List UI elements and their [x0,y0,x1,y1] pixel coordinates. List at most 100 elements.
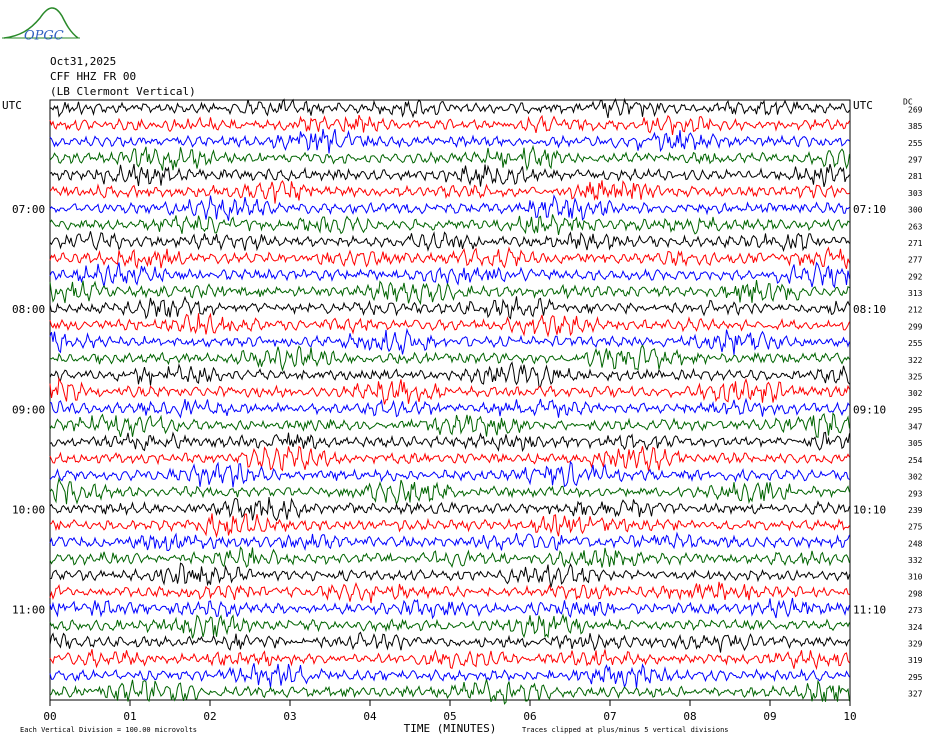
dc-value: 295 [908,673,923,682]
trace [49,361,850,387]
right-time-label: 08:10 [853,303,886,316]
dc-value: 269 [908,106,923,115]
x-tick-label: 09 [763,710,776,723]
trace [49,613,850,639]
dc-value: 271 [908,239,923,248]
x-tick-label: 00 [43,710,56,723]
dc-value: 299 [908,322,923,331]
logo-text: OPGC [24,29,64,44]
trace [49,231,850,253]
x-tick-label: 08 [683,710,696,723]
dc-value: 273 [908,606,923,615]
dc-value: 295 [908,406,923,415]
dc-value: 327 [908,690,923,699]
left-time-label: 09:00 [12,403,45,416]
dc-value: 332 [908,556,923,565]
dc-value: 324 [908,623,923,632]
x-tick-label: 10 [843,710,856,723]
trace [49,312,850,338]
trace [49,97,850,119]
station: CFF HHZ FR 00 [50,70,136,83]
trace [49,597,850,620]
trace [49,431,850,453]
date: Oct31,2025 [50,55,116,68]
x-tick-label: 07 [603,710,616,723]
x-tick-label: 03 [283,710,296,723]
dc-value: 385 [908,122,923,131]
trace [49,327,850,355]
dc-value: 310 [908,573,923,582]
dc-value: 239 [908,506,923,515]
trace [49,663,850,689]
trace [49,531,850,552]
dc-header: DC [903,98,913,107]
trace [49,295,850,320]
x-tick-label: 04 [363,710,377,723]
trace [49,562,850,588]
x-tick-label: 01 [123,710,136,723]
location: (LB Clermont Vertical) [50,85,196,98]
trace [49,460,850,488]
trace [49,261,850,289]
trace [49,344,850,372]
trace [49,246,850,270]
left-time-label: 07:00 [12,203,45,216]
trace [49,163,850,188]
dc-value: 325 [908,372,923,381]
dc-value: 255 [908,339,923,348]
trace [49,280,850,306]
x-tick-label: 05 [443,710,456,723]
dc-value: 254 [908,456,923,465]
trace [49,631,850,653]
dc-value: 302 [908,473,923,482]
trace [49,649,850,671]
trace [49,445,850,472]
dc-value: 319 [908,656,923,665]
dc-value: 255 [908,139,923,148]
dc-value: 297 [908,156,923,165]
dc-value: 347 [908,423,923,432]
right-time-label: UTC [853,99,873,112]
trace [49,128,850,154]
dc-value: 248 [908,539,923,548]
trace [49,114,850,135]
right-time-label: 10:10 [853,503,886,516]
dc-value: 292 [908,272,923,281]
left-time-label: 08:00 [12,303,45,316]
dc-value: 302 [908,389,923,398]
clip-note: Traces clipped at plus/minus 5 vertical … [522,726,729,734]
trace [49,144,850,172]
dc-value: 298 [908,589,923,598]
dc-value: 293 [908,489,923,498]
dc-value: 300 [908,206,923,215]
trace [49,546,850,568]
dc-value: 305 [908,439,923,448]
x-axis-label: TIME (MINUTES) [404,722,497,735]
x-tick-label: 02 [203,710,216,723]
right-time-label: 07:10 [853,203,886,216]
trace [49,497,850,522]
dc-value: 281 [908,172,923,181]
left-time-label: UTC [2,99,22,112]
dc-value: 263 [908,222,923,231]
trace [49,194,850,221]
logo-curve [3,7,79,39]
trace [49,397,850,419]
scale-note: Each Vertical Division = 100.00 microvol… [20,726,197,734]
trace [49,376,850,405]
trace [49,412,850,438]
trace [49,581,850,604]
dc-value: 313 [908,289,923,298]
dc-value: 212 [908,306,923,315]
left-time-label: 10:00 [12,503,45,516]
trace [49,476,850,506]
dc-value: 277 [908,256,923,265]
trace [49,214,850,236]
left-time-label: 11:00 [12,604,45,617]
dc-value: 329 [908,639,923,648]
right-time-label: 11:10 [853,604,886,617]
trace [49,513,850,539]
right-time-label: 09:10 [853,403,886,416]
trace [49,679,850,705]
